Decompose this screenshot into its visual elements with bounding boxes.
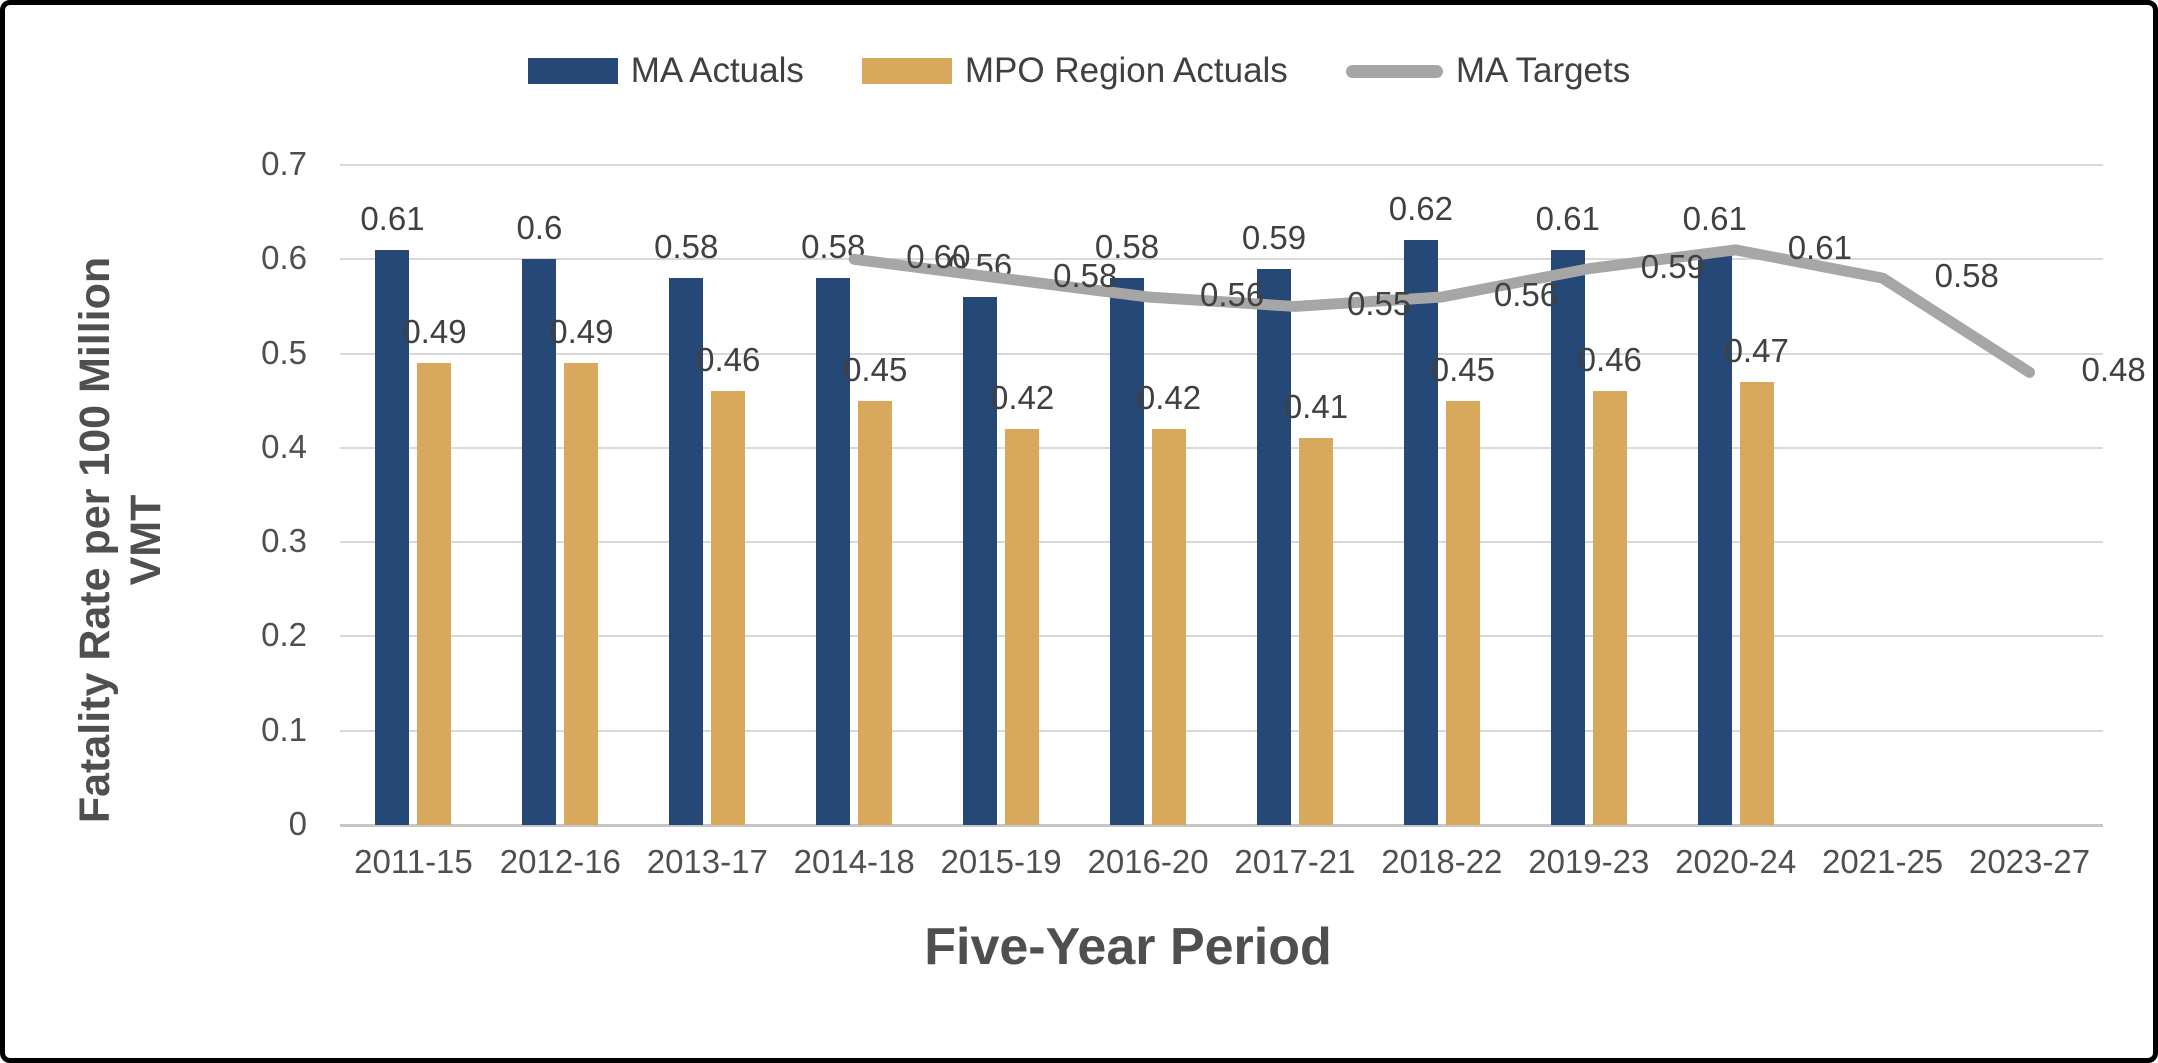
x-axis-tick-label: 2017-21: [1234, 843, 1356, 880]
gridline: [340, 446, 2103, 449]
gridline: [340, 258, 2103, 261]
line-value-label: 0.58: [1053, 257, 1118, 295]
bar-value-label: 0.58: [1094, 228, 1160, 266]
line-value-label: 0.48: [2081, 351, 2146, 389]
legend-label: MA Targets: [1455, 51, 1631, 90]
bar-value-label: 0.42: [1136, 379, 1202, 416]
x-axis-tick-label: 2014-18: [793, 843, 915, 880]
x-axis-tick-label: 2011-15: [354, 843, 473, 880]
bar-ma-actuals: [522, 259, 557, 825]
legend-item-ma-targets: MA Targets: [1345, 51, 1631, 91]
x-axis-tick-label: 2013-17: [646, 843, 768, 880]
legend-item-ma-actuals: MA Actuals: [527, 51, 804, 91]
bar-value-label: 0.59: [1241, 218, 1307, 256]
y-axis-tick-label: 0.4: [261, 427, 307, 465]
gridline: [340, 635, 2103, 638]
y-axis-tick-label: 0.6: [261, 239, 307, 277]
x-axis-tick-label: 2023-27: [1968, 843, 2091, 880]
bar-ma-actuals: [1550, 249, 1585, 825]
bar-value-label: 0.61: [1535, 199, 1600, 237]
line-value-label: 0.56: [1493, 276, 1559, 313]
line-value-label: 0.55: [1346, 285, 1412, 323]
gridline: [340, 352, 2103, 355]
x-axis-line: [340, 824, 2103, 827]
bar-mpo-region-actuals: [1298, 438, 1333, 825]
x-axis-tick-label: 2012-16: [499, 843, 621, 880]
x-axis-tick-label: 2018-22: [1381, 843, 1503, 880]
bar-mpo-region-actuals: [858, 400, 893, 825]
bar-value-label: 0.46: [696, 341, 761, 379]
bar-ma-actuals: [1110, 278, 1145, 825]
bar-value-label: 0.41: [1283, 388, 1349, 426]
line-value-label: 0.60: [906, 238, 971, 276]
bar-value-label: 0.6: [516, 209, 563, 247]
x-axis-tick-label: 2021-25: [1822, 843, 1944, 880]
bar-ma-actuals: [1403, 240, 1438, 825]
x-axis-tick-label: 2015-19: [940, 843, 1062, 880]
line-value-label: 0.61: [1787, 228, 1852, 266]
chart-legend: MA Actuals MPO Region Actuals MA Targets: [5, 51, 2153, 91]
bar-ma-actuals: [375, 249, 410, 825]
x-axis-tick-label: 2020-24: [1675, 843, 1797, 880]
bar-value-label: 0.58: [654, 228, 719, 266]
line-value-label: 0.59: [1640, 247, 1706, 285]
bar-value-label: 0.62: [1388, 190, 1453, 228]
legend-color-swatch-icon: [527, 58, 618, 84]
bar-mpo-region-actuals: [1739, 381, 1774, 825]
y-axis-tick-label: 0: [288, 805, 307, 842]
bar-mpo-region-actuals: [417, 363, 452, 825]
x-axis-tick-label: 2019-23: [1528, 843, 1650, 880]
legend-color-swatch-icon: [861, 58, 952, 84]
legend-label: MA Actuals: [630, 51, 804, 90]
bar-value-label: 0.47: [1724, 331, 1789, 369]
bar-ma-actuals: [963, 297, 998, 825]
bar-mpo-region-actuals: [1592, 391, 1627, 825]
bar-mpo-region-actuals: [564, 363, 599, 825]
bar-ma-actuals: [1256, 268, 1291, 825]
ma-targets-polyline: [848, 244, 2036, 378]
bar-ma-actuals: [669, 278, 704, 825]
x-axis-tick-label: 2016-20: [1087, 843, 1209, 880]
ma-targets-line: [848, 244, 2036, 378]
line-value-label: 0.56: [1200, 276, 1265, 313]
bar-mpo-region-actuals: [1152, 429, 1187, 825]
y-axis-tick-label: 0.3: [261, 522, 307, 560]
bar-value-label: 0.45: [1430, 350, 1495, 388]
bar-mpo-region-actuals: [711, 391, 746, 825]
bar-value-label: 0.61: [360, 199, 425, 237]
y-axis-tick-label: 0.2: [261, 616, 307, 654]
legend-line-swatch-icon: [1345, 64, 1443, 78]
bar-value-label: 0.46: [1577, 341, 1642, 379]
bar-value-label: 0.42: [990, 379, 1055, 416]
line-value-label: 0.58: [1934, 257, 1999, 295]
bar-mpo-region-actuals: [1005, 429, 1040, 825]
bar-ma-actuals: [1697, 249, 1732, 825]
x-axis-title: Five-Year Period: [924, 918, 1332, 976]
bar-value-label: 0.49: [402, 313, 467, 350]
gridline: [340, 541, 2103, 544]
y-axis-tick-label: 0.7: [261, 145, 307, 182]
bar-value-label: 0.45: [843, 350, 908, 388]
y-axis-tick-label: 0.1: [261, 710, 307, 748]
gridline: [340, 164, 2103, 166]
y-axis-tick-label: 0.5: [261, 333, 307, 371]
bar-ma-actuals: [816, 278, 851, 825]
legend-label: MPO Region Actuals: [964, 51, 1288, 90]
legend-item-mpo-region-actuals: MPO Region Actuals: [861, 51, 1288, 91]
bar-value-label: 0.49: [549, 313, 614, 350]
gridline: [340, 729, 2103, 732]
bar-mpo-region-actuals: [1445, 400, 1480, 825]
bar-value-label: 0.61: [1682, 199, 1747, 237]
